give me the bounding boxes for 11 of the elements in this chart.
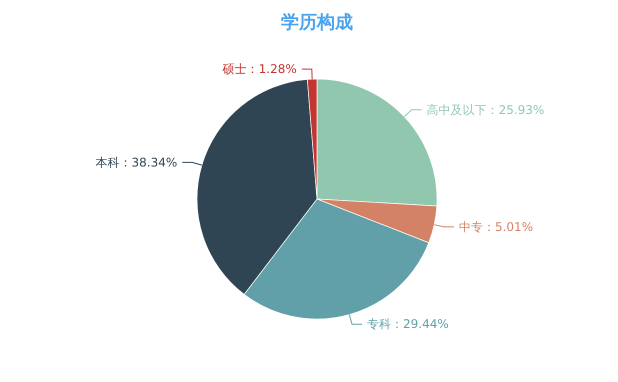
data-label: ：38.34% (120, 155, 178, 170)
slice-label: 本科 (96, 155, 120, 170)
data-label: ：1.28% (246, 62, 297, 76)
slice-label: 硕士 (222, 62, 247, 76)
chart-title: 学历构成 (281, 12, 353, 33)
data-label: ：29.44% (391, 317, 449, 332)
data-label: ：5.01% (482, 220, 534, 234)
slice-label: 专科 (367, 317, 392, 332)
data-label: ：25.93% (486, 102, 544, 117)
slice-label: 中专 (458, 220, 483, 234)
slice-label: 高中及以下 (426, 102, 487, 117)
